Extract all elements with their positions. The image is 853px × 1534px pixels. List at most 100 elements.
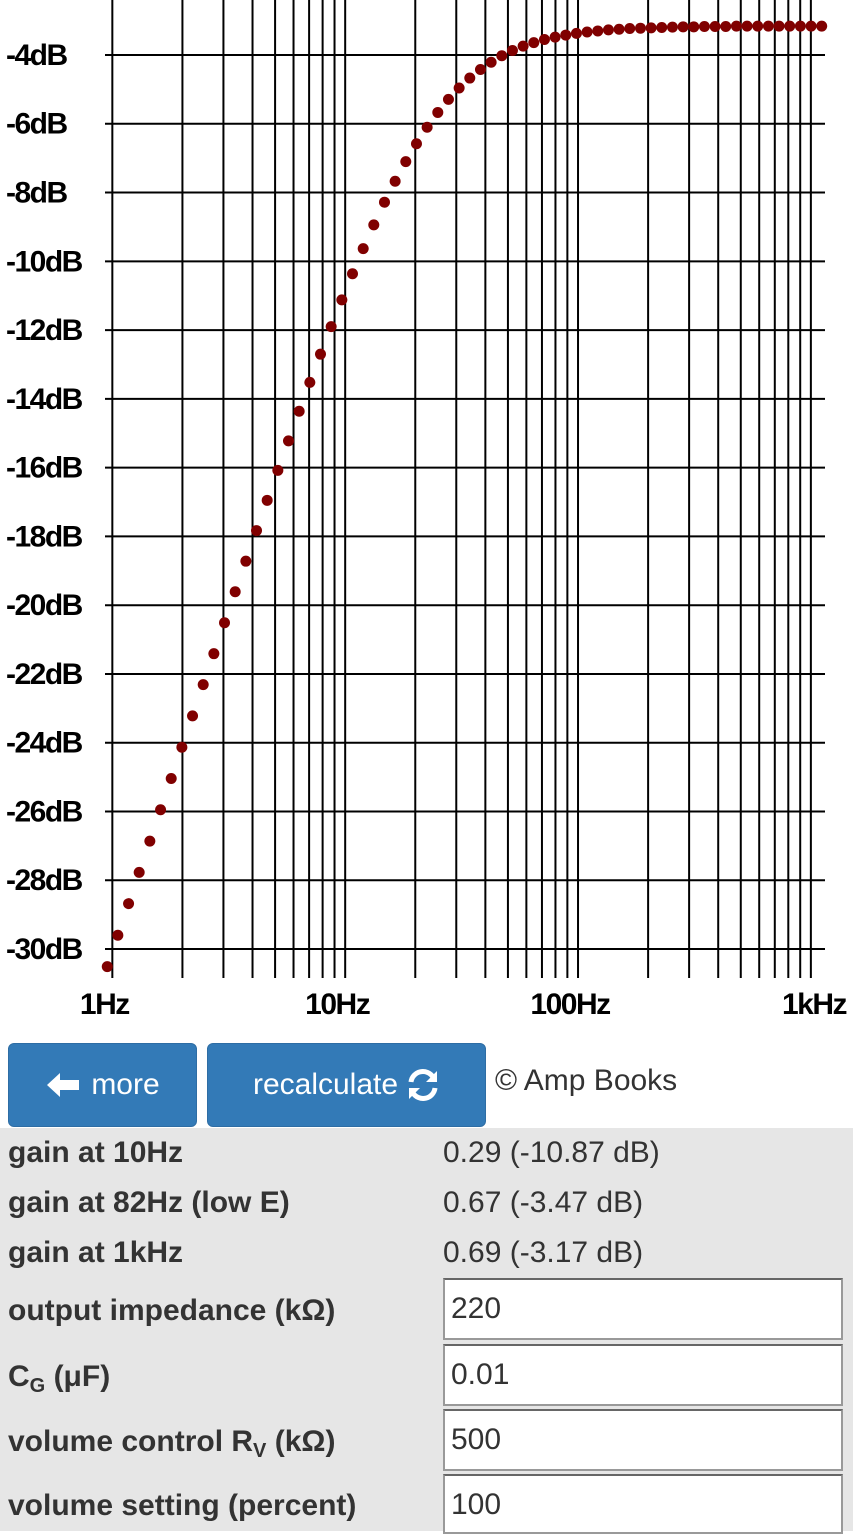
- label-sub: V: [253, 1440, 267, 1462]
- data-point: [197, 679, 209, 691]
- data-point: [240, 555, 252, 567]
- refresh-icon: [408, 1069, 438, 1101]
- data-point: [528, 37, 540, 49]
- data-point: [176, 741, 188, 753]
- data-point: [645, 22, 657, 34]
- data-point: [229, 586, 241, 598]
- y-tick-label: -18dB: [6, 520, 83, 553]
- input-field[interactable]: 100: [443, 1474, 843, 1534]
- y-tick-label: -12dB: [6, 314, 83, 347]
- data-point: [741, 20, 753, 32]
- y-tick-label: -30dB: [6, 933, 83, 966]
- input-label: CG (μF): [8, 1360, 110, 1398]
- data-point: [144, 835, 156, 847]
- data-point: [538, 34, 550, 46]
- y-tick-label: -10dB: [6, 245, 83, 278]
- y-tick-label: -4dB: [6, 39, 68, 72]
- data-point: [261, 494, 273, 506]
- result-value: 0.69 (-3.17 dB): [443, 1236, 644, 1269]
- data-point: [634, 22, 646, 34]
- data-point: [698, 20, 710, 32]
- y-tick-label: -20dB: [6, 589, 83, 622]
- data-point: [656, 22, 668, 34]
- data-point: [314, 348, 326, 360]
- data-point: [336, 294, 348, 306]
- x-tick-label: 10Hz: [305, 988, 370, 1021]
- y-tick-label: -24dB: [6, 727, 83, 760]
- x-tick-label: 100Hz: [530, 988, 610, 1021]
- data-point: [496, 50, 508, 62]
- result-label: gain at 82Hz (low E): [8, 1186, 290, 1219]
- results-panel: gain at 10Hz 0.29 (-10.87 dB) gain at 82…: [0, 1128, 853, 1534]
- y-tick-label: -8dB: [6, 176, 68, 209]
- label-unit: (kΩ): [266, 1425, 336, 1458]
- x-tick-label: 1Hz: [80, 988, 129, 1021]
- input-field[interactable]: 500: [443, 1409, 843, 1471]
- data-point: [368, 219, 380, 231]
- input-label: volume setting (percent): [8, 1489, 357, 1522]
- data-point: [272, 464, 284, 476]
- data-point: [389, 175, 401, 187]
- chart: 1Hz 10Hz 100Hz 1kHz -4dB -6dB -8dB -10dB -12dB -1…: [6, 0, 848, 1021]
- data-point: [293, 405, 305, 417]
- credit: © Amp Books: [495, 1064, 678, 1097]
- x-tick-label: 1kHz: [782, 988, 847, 1021]
- data-point: [816, 20, 828, 32]
- data-point: [282, 435, 294, 447]
- button-label: recalculate: [252, 1068, 399, 1101]
- data-point: [688, 21, 700, 33]
- data-point: [485, 56, 497, 68]
- data-point: [464, 72, 476, 84]
- data-point: [570, 27, 582, 39]
- data-point: [752, 20, 764, 32]
- data-point: [453, 82, 465, 94]
- data-point: [506, 45, 518, 57]
- data-point: [346, 268, 358, 280]
- y-tick-label: -6dB: [6, 108, 68, 141]
- result-label: gain at 1kHz: [8, 1236, 184, 1269]
- data-point: [549, 31, 561, 43]
- data-point: [784, 20, 796, 32]
- data-point: [165, 772, 177, 784]
- data-point: [517, 40, 529, 52]
- data-point: [432, 106, 444, 118]
- input-label: output impedance (kΩ): [8, 1294, 336, 1327]
- data-point: [357, 243, 369, 255]
- recalculate-button[interactable]: recalculate: [207, 1043, 486, 1127]
- data-point: [581, 26, 593, 38]
- y-tick-label: -28dB: [6, 864, 83, 897]
- data-point: [112, 929, 124, 941]
- data-point: [592, 25, 604, 37]
- y-tick-label: -26dB: [6, 795, 83, 828]
- data-point: [378, 196, 390, 208]
- data-point: [123, 898, 135, 910]
- data-point: [624, 23, 636, 35]
- data-point: [400, 156, 412, 168]
- data-point: [410, 138, 422, 150]
- data-point: [602, 24, 614, 36]
- data-point: [677, 21, 689, 33]
- input-field[interactable]: 0.01: [443, 1344, 843, 1406]
- data-point: [101, 961, 113, 973]
- data-point: [613, 23, 625, 35]
- label-sub: G: [29, 1375, 46, 1397]
- arrow-icon: [47, 1073, 80, 1097]
- label-text: volume control R: [8, 1425, 254, 1458]
- data-point: [720, 20, 732, 32]
- data-point: [794, 20, 806, 32]
- button-label: more: [91, 1068, 160, 1101]
- data-point: [219, 617, 231, 629]
- label-unit: (μF): [45, 1360, 111, 1393]
- data-point: [805, 20, 817, 32]
- data-point: [666, 21, 678, 33]
- input-field[interactable]: 220: [443, 1278, 843, 1340]
- y-tick-label: -14dB: [6, 383, 83, 416]
- more-button[interactable]: more: [8, 1043, 197, 1127]
- data-point: [560, 29, 572, 41]
- data-point: [474, 63, 486, 75]
- data-point: [762, 20, 774, 32]
- data-point: [442, 93, 454, 105]
- input-label: volume control RV (kΩ): [8, 1425, 335, 1463]
- result-value: 0.67 (-3.47 dB): [443, 1186, 644, 1219]
